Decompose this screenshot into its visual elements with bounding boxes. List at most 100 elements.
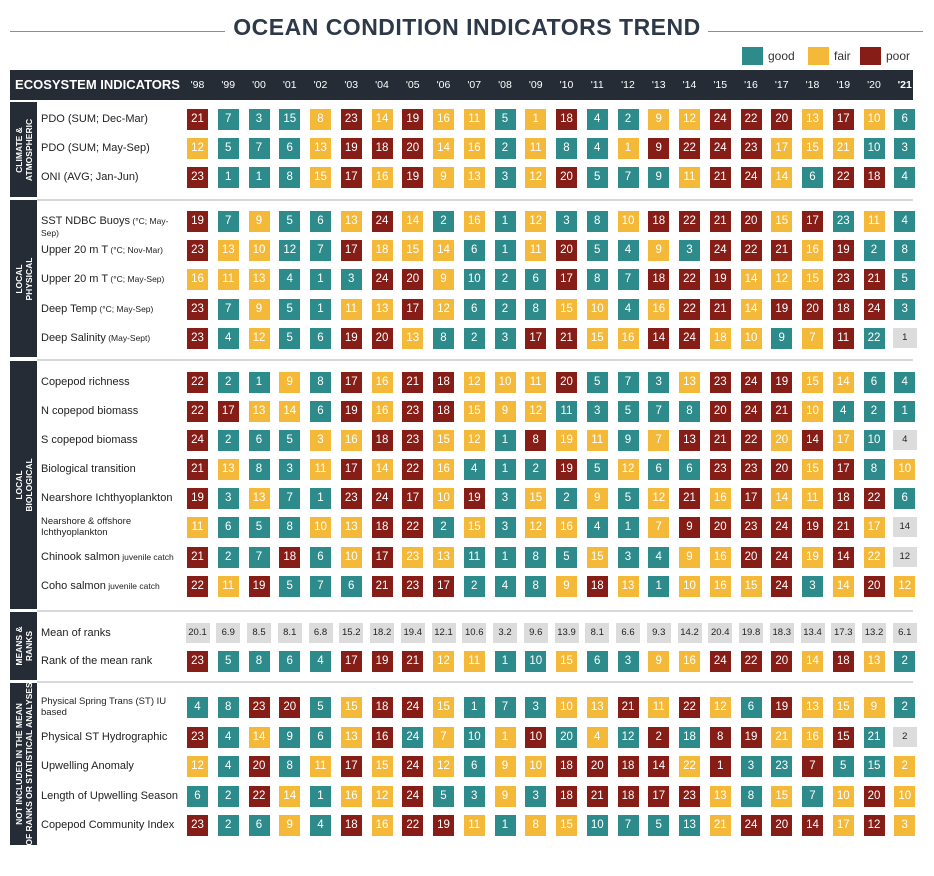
mean-rank-cell: 4 bbox=[892, 430, 917, 450]
row-unit: (°C; Nov-Mar) bbox=[108, 245, 163, 255]
rank-cell: 5 bbox=[248, 516, 270, 538]
rank-cell: 16 bbox=[463, 137, 485, 159]
rank-cell: 24 bbox=[371, 487, 393, 509]
rank-cell: 1 bbox=[494, 458, 516, 480]
rank-cell: 18 bbox=[648, 268, 670, 290]
rank-cell: 19 bbox=[802, 546, 823, 568]
rank-cell: 11 bbox=[463, 108, 485, 130]
rank-cell: 4 bbox=[894, 371, 916, 393]
rank-cell: 22 bbox=[187, 575, 208, 597]
mean-rank-cell: 8.5 bbox=[247, 623, 271, 643]
rank-cell: 13 bbox=[679, 814, 700, 836]
rank-cell: 13 bbox=[248, 268, 270, 290]
rank-cell: 9 bbox=[679, 516, 700, 538]
rank-cell: 16 bbox=[463, 210, 485, 232]
rank-cell: 12 bbox=[433, 298, 454, 320]
rank-cell: 1 bbox=[248, 371, 270, 393]
rank-cell: 6 bbox=[463, 239, 485, 261]
row-name: PDO (SUM; May-Sep) bbox=[41, 142, 150, 154]
rank-cell: 23 bbox=[740, 137, 762, 159]
rank-cell: 23 bbox=[340, 108, 362, 130]
rank-cell: 15 bbox=[802, 371, 823, 393]
rank-cell: 13 bbox=[433, 546, 454, 568]
rank-cell: 23 bbox=[402, 429, 424, 451]
rank-cell: 7 bbox=[802, 785, 823, 807]
rank-cell: 3 bbox=[617, 546, 639, 568]
rank-cell: 11 bbox=[832, 327, 854, 349]
year-header: '07 bbox=[467, 79, 482, 91]
rank-cell: 22 bbox=[740, 239, 762, 261]
rank-cell: 15 bbox=[525, 487, 547, 509]
rank-cell: 14 bbox=[279, 785, 301, 807]
rank-cell: 13 bbox=[402, 327, 424, 349]
rank-cell: 17 bbox=[340, 458, 362, 480]
rank-cell: 10 bbox=[586, 298, 608, 320]
row-label: Rank of the mean rank bbox=[41, 655, 181, 667]
year-header: '18 bbox=[805, 79, 820, 91]
mean-rank-cell: 2 bbox=[892, 727, 917, 747]
rank-cell: 23 bbox=[679, 785, 700, 807]
row-unit: (°C; May-Sep) bbox=[108, 274, 165, 284]
rank-cell: 15 bbox=[771, 785, 793, 807]
rank-cell: 17 bbox=[648, 785, 670, 807]
section-label: LOCAL BIOLOGICAL bbox=[13, 458, 34, 512]
rank-cell: 16 bbox=[709, 575, 731, 597]
rank-cell: 18 bbox=[340, 814, 362, 836]
year-header: '99 bbox=[221, 79, 236, 91]
rank-cell: 22 bbox=[679, 755, 700, 777]
rank-cell: 18 bbox=[832, 650, 854, 672]
year-header: '19 bbox=[836, 79, 851, 91]
mean-rank-cell: 3.2 bbox=[493, 623, 517, 643]
rank-cell: 16 bbox=[371, 400, 393, 422]
rank-cell: 18 bbox=[371, 516, 393, 538]
section-label: LOCAL PHYSICAL bbox=[13, 257, 34, 300]
rank-cell: 11 bbox=[340, 298, 362, 320]
rank-cell: 5 bbox=[586, 371, 608, 393]
rank-cell: 22 bbox=[740, 108, 762, 130]
mean-rank-cell: 12 bbox=[892, 547, 917, 567]
rank-cell: 5 bbox=[217, 650, 239, 672]
rank-cell: 17 bbox=[217, 400, 239, 422]
rank-cell: 6 bbox=[248, 429, 270, 451]
rank-cell: 4 bbox=[187, 696, 208, 718]
rank-cell: 18 bbox=[863, 166, 885, 188]
rank-cell: 13 bbox=[217, 239, 239, 261]
rank-cell: 21 bbox=[771, 726, 793, 748]
rank-cell: 1 bbox=[310, 268, 331, 290]
rank-cell: 12 bbox=[525, 516, 547, 538]
rank-cell: 3 bbox=[494, 487, 516, 509]
rank-cell: 7 bbox=[217, 108, 239, 130]
row-unit: (May-Sept) bbox=[105, 333, 151, 343]
rank-cell: 8 bbox=[586, 268, 608, 290]
rank-cell: 1 bbox=[494, 650, 516, 672]
rank-cell: 12 bbox=[648, 487, 670, 509]
rank-cell: 16 bbox=[802, 726, 823, 748]
rank-cell: 21 bbox=[187, 108, 208, 130]
rank-cell: 17 bbox=[340, 239, 362, 261]
rank-cell: 5 bbox=[648, 814, 670, 836]
rank-cell: 15 bbox=[433, 696, 454, 718]
rank-cell: 6 bbox=[310, 210, 331, 232]
rank-cell: 20 bbox=[740, 546, 762, 568]
year-header: '11 bbox=[590, 79, 604, 91]
rank-cell: 11 bbox=[525, 371, 547, 393]
rank-cell: 15 bbox=[556, 298, 577, 320]
rank-cell: 8 bbox=[248, 650, 270, 672]
section-separator bbox=[37, 610, 913, 612]
rank-cell: 24 bbox=[402, 755, 424, 777]
rank-cell: 18 bbox=[709, 327, 731, 349]
rank-cell: 5 bbox=[556, 546, 577, 568]
rank-cell: 22 bbox=[679, 298, 700, 320]
legend-label: good bbox=[768, 49, 795, 63]
section-bar: LOCAL PHYSICAL bbox=[10, 200, 37, 357]
rank-cell: 8 bbox=[525, 429, 547, 451]
rank-cell: 6 bbox=[279, 650, 301, 672]
rank-cell: 24 bbox=[709, 650, 731, 672]
row-unit: juvenile catch bbox=[105, 581, 160, 591]
rank-cell: 24 bbox=[771, 516, 793, 538]
row-name: Physical Spring Trans (ST) IU based bbox=[41, 696, 167, 718]
rank-cell: 21 bbox=[402, 650, 424, 672]
rank-cell: 4 bbox=[586, 726, 608, 748]
rank-cell: 7 bbox=[617, 166, 639, 188]
row-label: Mean of ranks bbox=[41, 627, 181, 639]
